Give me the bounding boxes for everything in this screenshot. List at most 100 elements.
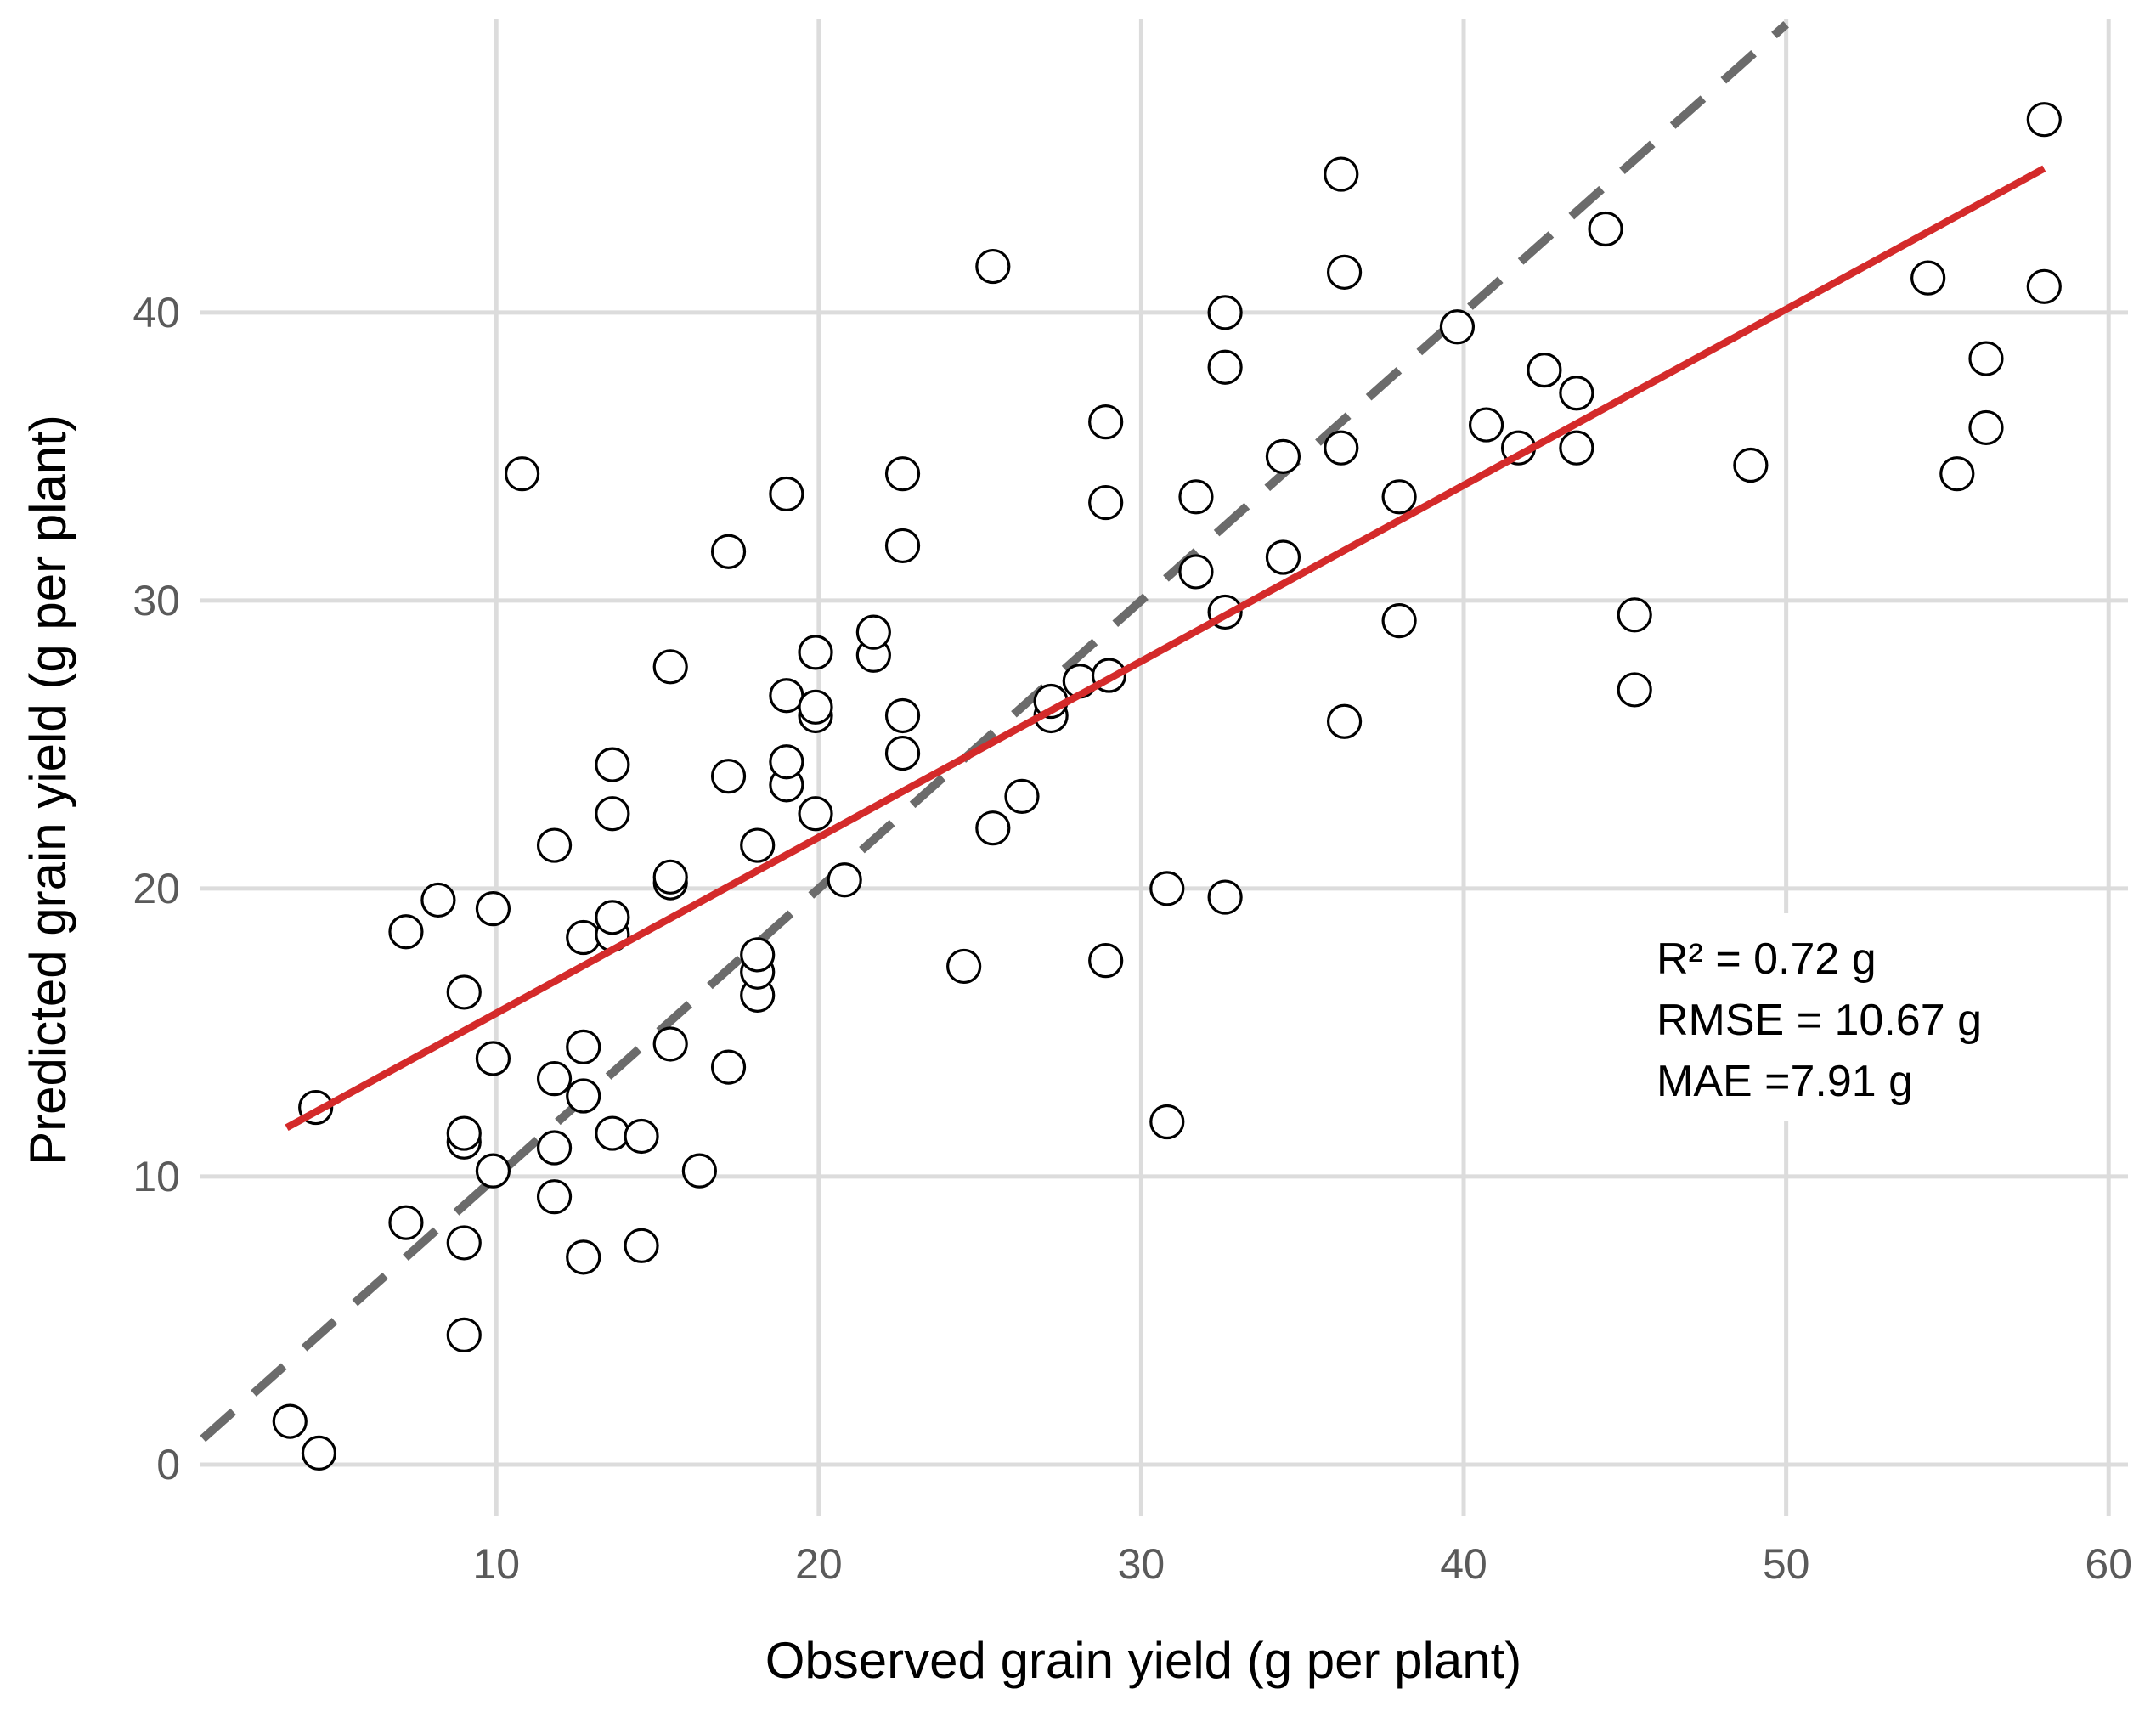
data-point — [884, 528, 921, 564]
tick-labels: 10 20 30 40 50 60 0 10 20 30 40 — [133, 289, 2132, 1588]
regression-fit-line — [285, 165, 2046, 1132]
data-point — [827, 862, 862, 898]
data-point — [710, 534, 747, 569]
data-point — [624, 1118, 659, 1155]
data-point — [884, 456, 921, 492]
reference-lines — [200, 21, 1789, 1443]
data-point — [1326, 703, 1363, 739]
data-point — [1468, 407, 1504, 443]
data-point — [1527, 353, 1562, 388]
data-point — [1910, 260, 1946, 296]
data-point — [536, 1130, 573, 1166]
data-point — [740, 937, 776, 973]
data-point — [1559, 376, 1594, 411]
data-point — [740, 827, 776, 863]
data-point — [595, 796, 630, 832]
data-point — [1207, 295, 1243, 330]
data-point — [884, 697, 921, 734]
data-point — [1326, 254, 1363, 290]
data-point — [769, 476, 804, 512]
data-point — [652, 1026, 688, 1062]
data-point — [446, 974, 482, 1010]
stats-mae: MAE =7.91 g — [1657, 1057, 1913, 1106]
data-point — [1178, 479, 1214, 515]
data-point — [272, 1403, 308, 1439]
data-point — [388, 914, 424, 950]
data-point — [1588, 211, 1623, 247]
stats-rmse: RMSE = 10.67 g — [1657, 996, 1982, 1045]
data-point — [536, 1061, 573, 1097]
data-point — [681, 1153, 717, 1189]
data-point — [769, 744, 804, 780]
data-point — [475, 1041, 511, 1076]
data-point — [1265, 539, 1301, 575]
y-tick-label: 40 — [133, 289, 180, 336]
data-points — [272, 102, 2062, 1471]
data-point — [1381, 602, 1417, 639]
stats-box-background — [1640, 913, 2085, 1121]
data-point — [1265, 438, 1301, 474]
data-point — [1088, 484, 1124, 521]
x-tick-label: 40 — [1440, 1540, 1487, 1588]
data-point — [1439, 309, 1476, 345]
y-axis-title: Predicted grain yield (g per plant) — [20, 415, 76, 1166]
data-point — [446, 1317, 482, 1353]
data-point — [595, 747, 630, 782]
x-tick-label: 50 — [1763, 1540, 1810, 1588]
data-point — [769, 678, 804, 714]
data-point — [710, 759, 747, 794]
data-point — [420, 882, 456, 918]
data-point — [566, 919, 601, 956]
data-point — [446, 1115, 482, 1151]
data-point — [1324, 156, 1359, 192]
stats-r2: R² = 0.72 g — [1657, 935, 1877, 984]
data-point — [1207, 879, 1243, 915]
data-point — [1178, 554, 1214, 590]
data-point — [652, 859, 688, 895]
data-point — [1733, 447, 1769, 483]
data-point — [595, 1115, 630, 1151]
data-point — [446, 1225, 482, 1261]
data-point — [798, 689, 833, 725]
data-point — [1968, 341, 2004, 376]
y-tick-label: 30 — [133, 577, 180, 624]
data-point — [1088, 943, 1124, 979]
data-point — [475, 891, 511, 927]
data-point — [1149, 871, 1185, 906]
data-point — [1149, 1104, 1185, 1140]
data-point — [2026, 102, 2062, 138]
data-point — [1004, 778, 1040, 815]
y-tick-label: 20 — [133, 865, 180, 912]
x-tick-label: 10 — [472, 1540, 520, 1588]
data-point — [1617, 672, 1652, 708]
x-tick-label: 20 — [795, 1540, 843, 1588]
data-point — [946, 948, 982, 985]
data-point — [1381, 479, 1417, 515]
data-point — [566, 1239, 601, 1275]
data-point — [301, 1435, 337, 1471]
data-point — [536, 827, 573, 863]
data-point — [624, 1228, 659, 1263]
data-point — [1968, 409, 2004, 446]
data-point — [504, 456, 540, 492]
data-point — [855, 614, 891, 650]
x-tick-label: 60 — [2085, 1540, 2132, 1588]
y-tick-label: 10 — [133, 1153, 180, 1200]
data-point — [595, 900, 630, 935]
data-point — [1939, 456, 1975, 492]
data-point — [798, 796, 833, 832]
data-point — [1207, 349, 1243, 385]
data-point — [975, 810, 1011, 846]
data-point — [1617, 597, 1652, 633]
x-tick-label: 30 — [1118, 1540, 1165, 1588]
data-point — [566, 1078, 601, 1114]
data-point — [388, 1205, 424, 1240]
data-point — [652, 649, 688, 685]
data-point — [710, 1049, 747, 1085]
data-point — [536, 1179, 573, 1215]
data-point — [1559, 430, 1594, 466]
data-point — [975, 248, 1011, 285]
x-axis-title: Observed grain yield (g per plant) — [765, 1632, 1521, 1689]
